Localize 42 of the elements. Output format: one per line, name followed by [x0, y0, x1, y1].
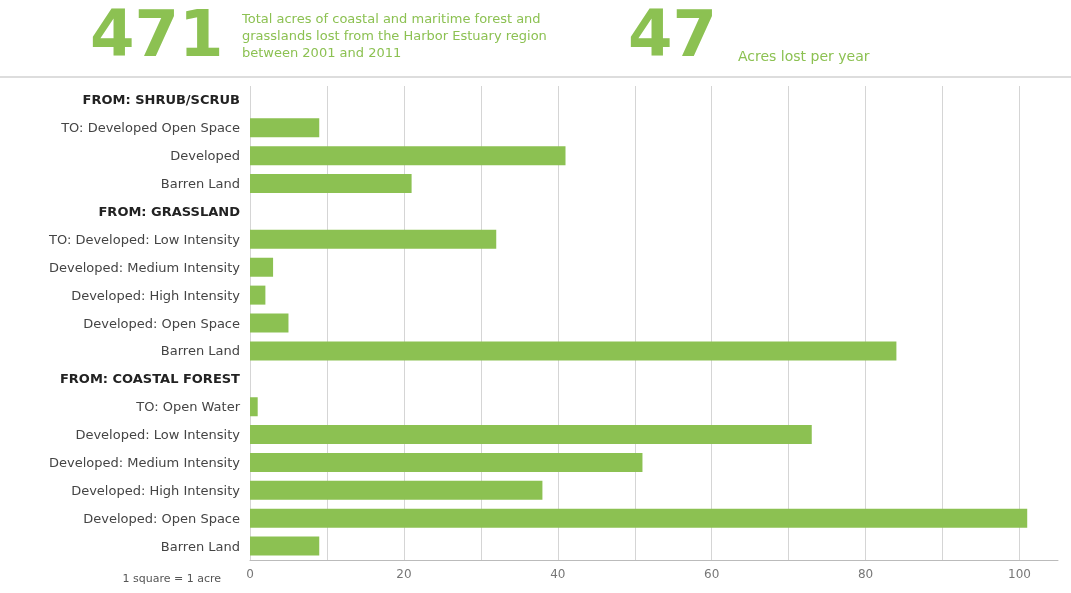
y-tick-label: Barren Land — [160, 343, 240, 359]
y-tick-label: TO: Developed Open Space — [60, 120, 240, 136]
y-tick-label: Developed: Medium Intensity — [49, 454, 241, 470]
bar — [250, 174, 412, 194]
bar — [250, 452, 643, 472]
x-tick-label: 60 — [704, 567, 720, 581]
y-tick-label: FROM: GRASSLAND — [98, 203, 241, 219]
chart-title: 471 — [90, 0, 224, 71]
y-tick-label: Developed: High Intensity — [71, 482, 241, 498]
bar — [250, 313, 289, 333]
y-tick-label: FROM: SHRUB/SCRUB — [82, 92, 240, 108]
text: Acres lost per year — [738, 48, 870, 64]
y-tick-label: Barren Land — [160, 538, 240, 554]
y-tick-label: Developed: Medium Intensity — [49, 259, 241, 275]
bar — [250, 229, 497, 249]
y-tick-label: Developed — [170, 148, 240, 164]
x-tick-label: 20 — [396, 567, 412, 581]
bar — [250, 257, 274, 277]
bar — [250, 285, 266, 305]
x-tick-label: 40 — [550, 567, 566, 581]
y-tick-label: Developed: High Intensity — [71, 287, 241, 303]
y-tick-label: Developed: Low Intensity — [75, 427, 241, 443]
y-tick-label: Developed: Open Space — [83, 315, 240, 331]
chart-subtitle: Total acres of coastal and maritime forest and grasslands lost from the Harbor Estuary region between 2001 and 2011 — [241, 11, 551, 60]
bar — [250, 425, 812, 445]
x-tick-label: 0 — [246, 567, 254, 581]
y-tick-label: Developed: Open Space — [83, 510, 240, 526]
bar — [250, 480, 543, 500]
y-tick-label: FROM: COASTAL FOREST — [59, 371, 241, 387]
x-tick-label: 100 — [1008, 567, 1031, 581]
y-tick-label: TO: Developed: Low Intensity — [47, 231, 241, 247]
bar — [250, 397, 258, 417]
bar — [250, 118, 320, 138]
y-tick-label: TO: Open Water — [135, 399, 241, 415]
x-tick-label: 80 — [857, 567, 874, 581]
bar — [250, 508, 1028, 528]
text: 47 — [628, 0, 718, 71]
bar — [250, 536, 320, 556]
bar — [250, 341, 897, 361]
text: 1 square = 1 acre — [122, 572, 222, 585]
bar — [250, 146, 566, 166]
y-tick-label: Barren Land — [160, 176, 240, 192]
